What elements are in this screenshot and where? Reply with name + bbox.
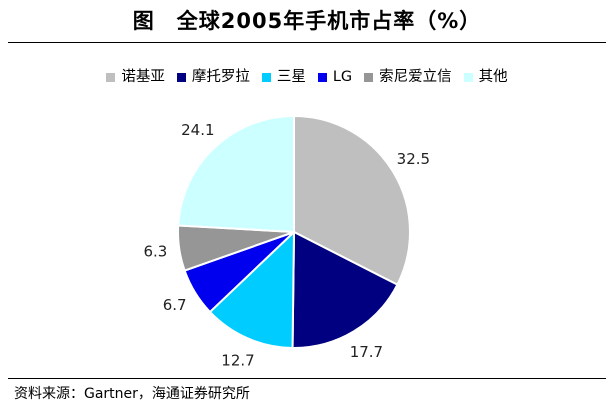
chart-title: 图 全球2005年手机市占率（%）: [132, 9, 482, 33]
slice-data-label: 24.1: [181, 121, 214, 139]
chart-legend: 诺基亚 摩托罗拉 三星 LG 索尼爱立信 其他: [0, 68, 614, 86]
legend-swatch: [364, 72, 374, 82]
pie-slice: [291, 230, 399, 349]
legend-label: 诺基亚: [121, 69, 165, 85]
legend-label: 索尼爱立信: [379, 69, 452, 85]
legend-item: 其他: [463, 68, 508, 86]
legend-swatch: [176, 72, 186, 82]
pie-slice: [177, 114, 295, 234]
pie-slice: [293, 114, 411, 287]
legend-label: 三星: [276, 69, 306, 85]
legend-swatch: [463, 72, 473, 82]
legend-swatch: [317, 72, 327, 82]
slice-data-label: 6.7: [163, 296, 187, 314]
legend-item: 三星: [261, 68, 306, 86]
legend-swatch: [261, 72, 271, 82]
source-note: 资料来源：Gartner，海通证券研究所: [14, 386, 250, 402]
legend-item: 摩托罗拉: [176, 68, 250, 86]
legend-item: 诺基亚: [106, 68, 165, 86]
pie-slice: [208, 229, 296, 350]
slice-data-label: 12.7: [221, 351, 254, 369]
slice-data-label: 17.7: [350, 343, 383, 361]
title-divider: [8, 42, 606, 43]
legend-swatch: [106, 72, 116, 82]
legend-label: LG: [332, 69, 353, 85]
slice-data-label: 32.5: [397, 150, 430, 168]
legend-label: 其他: [478, 69, 508, 85]
legend-item: LG: [317, 68, 353, 86]
slice-data-label: 6.3: [143, 243, 167, 261]
source-divider: [8, 378, 606, 379]
legend-item: 索尼爱立信: [364, 68, 452, 86]
legend-label: 摩托罗拉: [191, 69, 250, 85]
